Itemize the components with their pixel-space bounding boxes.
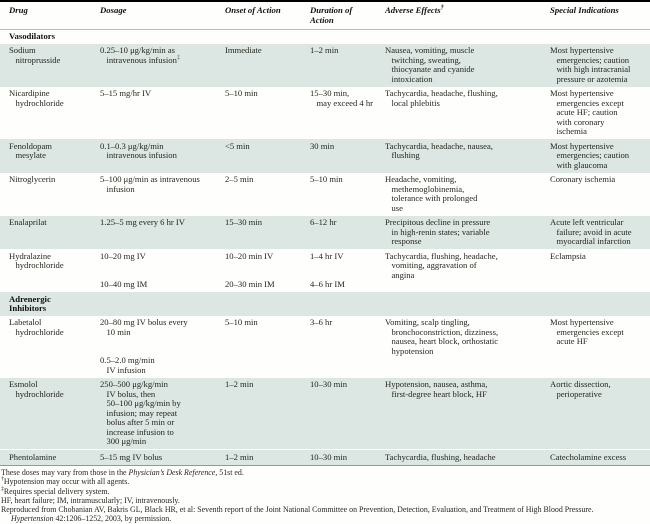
drug-cell: Nitroglycerin	[9, 174, 56, 184]
onset-cell: 5–10 min	[225, 88, 258, 98]
header-adverse-effects: Adverse Effects†	[385, 4, 444, 15]
footnote-doses-vary: These doses may vary from those in the P…	[1, 468, 244, 477]
duration-cell: 15–30 min, may exceed 4 hr	[310, 88, 374, 108]
onset-cell: Immediate	[225, 45, 262, 55]
drug-cell: Hydralazine hydrochloride	[9, 250, 64, 270]
footnote-marker-icon: †	[1, 476, 4, 483]
row-fenoldopam: Fenoldopam mesylate 0.1–0.3 μg/kg/min in…	[0, 139, 650, 173]
footnote-marker-icon: †	[440, 4, 444, 12]
header-duration: Duration of Action	[310, 5, 355, 25]
drug-cell: Sodium nitroprusside	[9, 45, 61, 65]
drug-dosage-table: Drug Dosage Onset of Action Duration of …	[0, 0, 650, 465]
dosage-cell: 1.25–5 mg every 6 hr IV	[100, 217, 185, 227]
duration-cell: 1–4 hr IV 4–6 hr IM	[310, 250, 345, 289]
row-labetalol: Labetalol hydrochloride 20–80 mg IV bolu…	[0, 316, 650, 378]
adverse-cell: Tachycardia, flushing, headache, vomitin…	[385, 250, 498, 280]
drug-cell: Enalaprilat	[9, 217, 47, 227]
special-cell: Coronary ischemia	[550, 174, 616, 184]
special-cell: Most hypertensive emergencies; caution w…	[550, 45, 631, 84]
adverse-cell: Nausea, vomiting, muscle twitching, swea…	[385, 45, 475, 84]
header-drug: Drug	[9, 5, 28, 15]
dosage-cell: 20–80 mg IV bolus every 10 min 0.5–2.0 m…	[100, 317, 188, 375]
adverse-cell: Headache, vomiting, methemoglobinemia, t…	[385, 174, 478, 213]
row-sodium-nitroprusside: Sodium nitroprusside 0.25–10 μg/kg/min a…	[0, 43, 650, 87]
special-cell: Catecholamine excess	[550, 451, 627, 462]
section-row-vasodilators: Vasodilators	[0, 30, 650, 44]
footnote-marker-icon: ‡	[176, 53, 181, 61]
drug-cell: Nicardipine hydrochloride	[9, 88, 64, 108]
special-cell: Aortic dissection, perioperative	[550, 379, 611, 399]
row-nicardipine: Nicardipine hydrochloride 5–15 mg/hr IV …	[0, 87, 650, 140]
header-special-indications: Special Indications	[550, 5, 619, 15]
adverse-cell: Tachycardia, headache, nausea, flushing	[385, 140, 493, 160]
onset-cell: 15–30 min	[225, 217, 263, 227]
duration-cell: 1–2 min	[310, 45, 339, 55]
drug-cell: Phentolamine	[9, 451, 57, 462]
dosage-cell: 250–500 μg/kg/min IV bolus, then 50–100 …	[100, 379, 181, 446]
onset-cell: 1–2 min	[225, 451, 254, 462]
dosage-cell: 0.25–10 μg/kg/min as intravenous infusio…	[100, 45, 181, 65]
duration-cell: 10–30 min	[310, 379, 348, 389]
footnote-abbreviations: HF, heart failure; IM, intramuscularly; …	[1, 495, 180, 505]
section-label: Vasodilators	[9, 31, 56, 41]
row-nitroglycerin: Nitroglycerin 5–100 μg/min as intravenou…	[0, 173, 650, 216]
footnote-hypotension: †Hypotension may occur with all agents.	[1, 476, 130, 487]
onset-cell: 5–10 min	[225, 317, 258, 327]
onset-cell: 1–2 min	[225, 379, 254, 389]
special-cell: Most hypertensive emergencies; caution w…	[550, 140, 630, 170]
row-enalaprilat: Enalaprilat 1.25–5 mg every 6 hr IV 15–3…	[0, 215, 650, 249]
dosage-cell: 5–15 mg IV bolus	[100, 451, 163, 462]
drug-cell: Labetalol hydrochloride	[9, 317, 64, 337]
duration-cell: 10–30 min	[310, 451, 348, 462]
adverse-cell: Tachycardia, flushing, headache	[385, 451, 496, 462]
onset-cell: <5 min	[225, 140, 250, 151]
dosage-cell: 0.1–0.3 μg/kg/min intravenous infusion	[100, 140, 177, 160]
duration-cell: 6–12 hr	[310, 217, 337, 227]
section-row-adrenergic-inhibitors: Adrenergic Inhibitors	[0, 292, 650, 316]
onset-cell: 2–5 min	[225, 174, 254, 184]
duration-cell: 30 min	[310, 140, 335, 151]
row-hydralazine: Hydralazine hydrochloride 10–20 mg IV 10…	[0, 249, 650, 292]
onset-cell: 10–20 min IV 20–30 min IM	[225, 250, 275, 289]
row-esmolol: Esmolol hydrochloride 250–500 μg/kg/min …	[0, 377, 650, 449]
header-onset: Onset of Action	[225, 5, 281, 15]
duration-cell: 5–10 min	[310, 174, 343, 184]
table-footnotes: These doses may vary from those in the P…	[0, 464, 650, 524]
table-header-row: Drug Dosage Onset of Action Duration of …	[0, 2, 650, 30]
section-label: Adrenergic Inhibitors	[9, 293, 51, 313]
dosage-cell: 10–20 mg IV 10–40 mg IM	[100, 250, 148, 289]
adverse-cell: Tachycardia, headache, flushing, local p…	[385, 88, 498, 108]
footnote-marker-icon: ‡	[1, 485, 4, 492]
duration-cell: 3–6 hr	[310, 317, 333, 327]
adverse-cell: Precipitous decline in pressure in high-…	[385, 217, 491, 246]
dosage-cell: 5–15 mg/hr IV	[100, 88, 152, 98]
row-phentolamine: Phentolamine 5–15 mg IV bolus 1–2 min 10…	[0, 449, 650, 465]
footnote-source-citation: Reproduced from Chobanian AV, Bakris GL,…	[1, 505, 594, 524]
special-cell: Acute left ventricular failure; avoid in…	[550, 217, 632, 246]
adverse-cell: Hypotension, nausea, asthma, first-degre…	[385, 379, 488, 399]
drug-cell: Esmolol hydrochloride	[9, 379, 64, 399]
special-cell: Most hypertensive emergencies except acu…	[550, 317, 624, 346]
drug-cell: Fenoldopam mesylate	[9, 140, 52, 160]
special-cell: Most hypertensive emergencies except acu…	[550, 88, 624, 136]
footnote-delivery-system: ‡Requires special delivery system.	[1, 485, 110, 496]
dosage-cell: 5–100 μg/min as intravenous infusion	[100, 174, 200, 194]
special-cell: Eclampsia	[550, 250, 586, 261]
header-dosage: Dosage	[100, 5, 127, 15]
adverse-cell: Vomiting, scalp tingling, bronchoconstri…	[385, 317, 499, 356]
